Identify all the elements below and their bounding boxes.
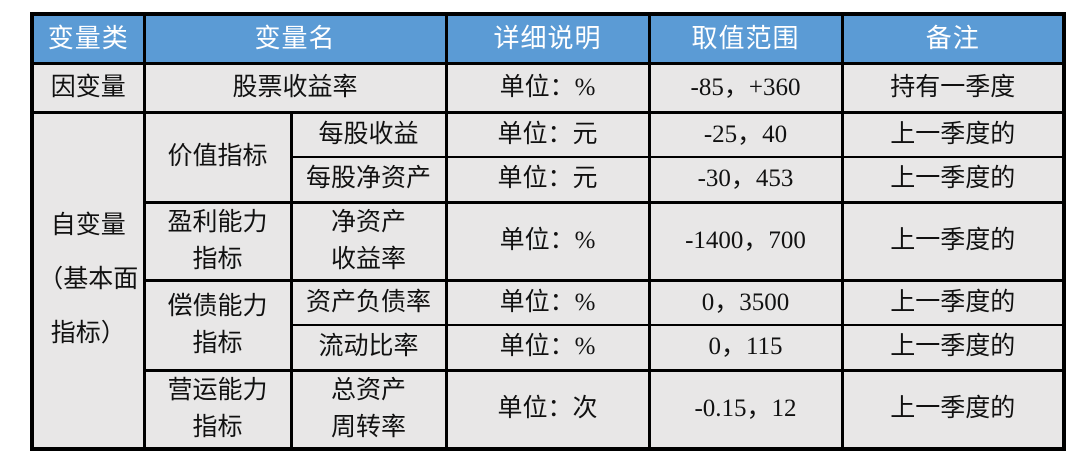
cell-roe-note: 上一季度的 bbox=[840, 200, 1066, 282]
cell-roe-desc: 单位：% bbox=[444, 200, 651, 282]
header-cell-note: 备注 bbox=[840, 12, 1066, 65]
row-eps: 自变量 （基本面 指标） 价值指标 每股收益 单位：元 -25，40 上一季度的 bbox=[30, 110, 1066, 450]
row-asset-turnover: 营运能力 指标 总资产 周转率 单位：次 -0.15，12 上一季度的 bbox=[32, 368, 1066, 450]
cell-eps-note: 上一季度的 bbox=[840, 110, 1066, 158]
cell-turnover-desc: 单位：次 bbox=[444, 368, 651, 450]
cell-turnover-note: 上一季度的 bbox=[840, 368, 1066, 450]
cell-group-value-indicator: 价值指标 bbox=[142, 110, 293, 203]
row-roe: 盈利能力 指标 净资产 收益率 单位：% -1400，700 上一季度的 bbox=[32, 200, 1066, 282]
header-cell-variable-class: 变量类 bbox=[30, 12, 146, 65]
cell-group-operation-indicator: 营运能力 指标 bbox=[142, 368, 293, 450]
header-cell-value-range: 取值范围 bbox=[647, 12, 844, 65]
cell-debt-desc: 单位：% bbox=[444, 278, 651, 326]
cell-turnover-range: -0.15，12 bbox=[647, 368, 844, 450]
cell-bvps-note: 上一季度的 bbox=[840, 156, 1066, 204]
cell-debt-note: 上一季度的 bbox=[840, 278, 1066, 326]
cell-current-note: 上一季度的 bbox=[840, 324, 1066, 372]
cell-debt-range: 0，3500 bbox=[647, 278, 844, 326]
row-debt-ratio: 偿债能力 指标 资产负债率 单位：% 0，3500 上一季度的 bbox=[32, 278, 1066, 371]
cell-current-range: 0，115 bbox=[647, 324, 844, 372]
cell-group-solvency-indicator: 偿债能力 指标 bbox=[142, 278, 293, 371]
header-cell-variable-name: 变量名 bbox=[142, 12, 448, 65]
cell-dependent-note: 持有一季度 bbox=[840, 61, 1066, 114]
row-current-ratio: 流动比率 单位：% 0，115 上一季度的 bbox=[32, 324, 1066, 372]
header-cell-description: 详细说明 bbox=[444, 12, 651, 65]
cell-dependent-desc: 单位：% bbox=[444, 61, 651, 114]
row-bvps: 每股净资产 单位：元 -30，453 上一季度的 bbox=[32, 156, 1066, 204]
variables-table: 变量类 变量名 详细说明 取值范围 备注 因变量 股票收益率 单位：% -85，… bbox=[30, 12, 1066, 451]
cell-turnover-name: 总资产 周转率 bbox=[289, 368, 448, 450]
cell-independent-category: 自变量 （基本面 指标） bbox=[30, 110, 146, 450]
cell-dependent-category: 因变量 bbox=[30, 61, 146, 114]
cell-group-profitability-indicator: 盈利能力 指标 bbox=[142, 200, 293, 282]
cell-bvps-name: 每股净资产 bbox=[289, 156, 448, 204]
header-row: 变量类 变量名 详细说明 取值范围 备注 bbox=[30, 12, 1066, 65]
cell-current-desc: 单位：% bbox=[444, 324, 651, 372]
cell-bvps-range: -30，453 bbox=[647, 156, 844, 204]
cell-eps-name: 每股收益 bbox=[289, 110, 448, 158]
cell-eps-range: -25，40 bbox=[647, 110, 844, 158]
cell-roe-name: 净资产 收益率 bbox=[289, 200, 448, 282]
cell-dependent-range: -85，+360 bbox=[647, 61, 844, 114]
cell-bvps-desc: 单位：元 bbox=[444, 156, 651, 204]
cell-dependent-name: 股票收益率 bbox=[142, 61, 448, 114]
cell-roe-range: -1400，700 bbox=[647, 200, 844, 282]
row-dependent-variable: 因变量 股票收益率 单位：% -85，+360 持有一季度 bbox=[30, 61, 1066, 114]
cell-current-name: 流动比率 bbox=[289, 324, 448, 372]
cell-eps-desc: 单位：元 bbox=[444, 110, 651, 158]
cell-debt-name: 资产负债率 bbox=[289, 278, 448, 326]
